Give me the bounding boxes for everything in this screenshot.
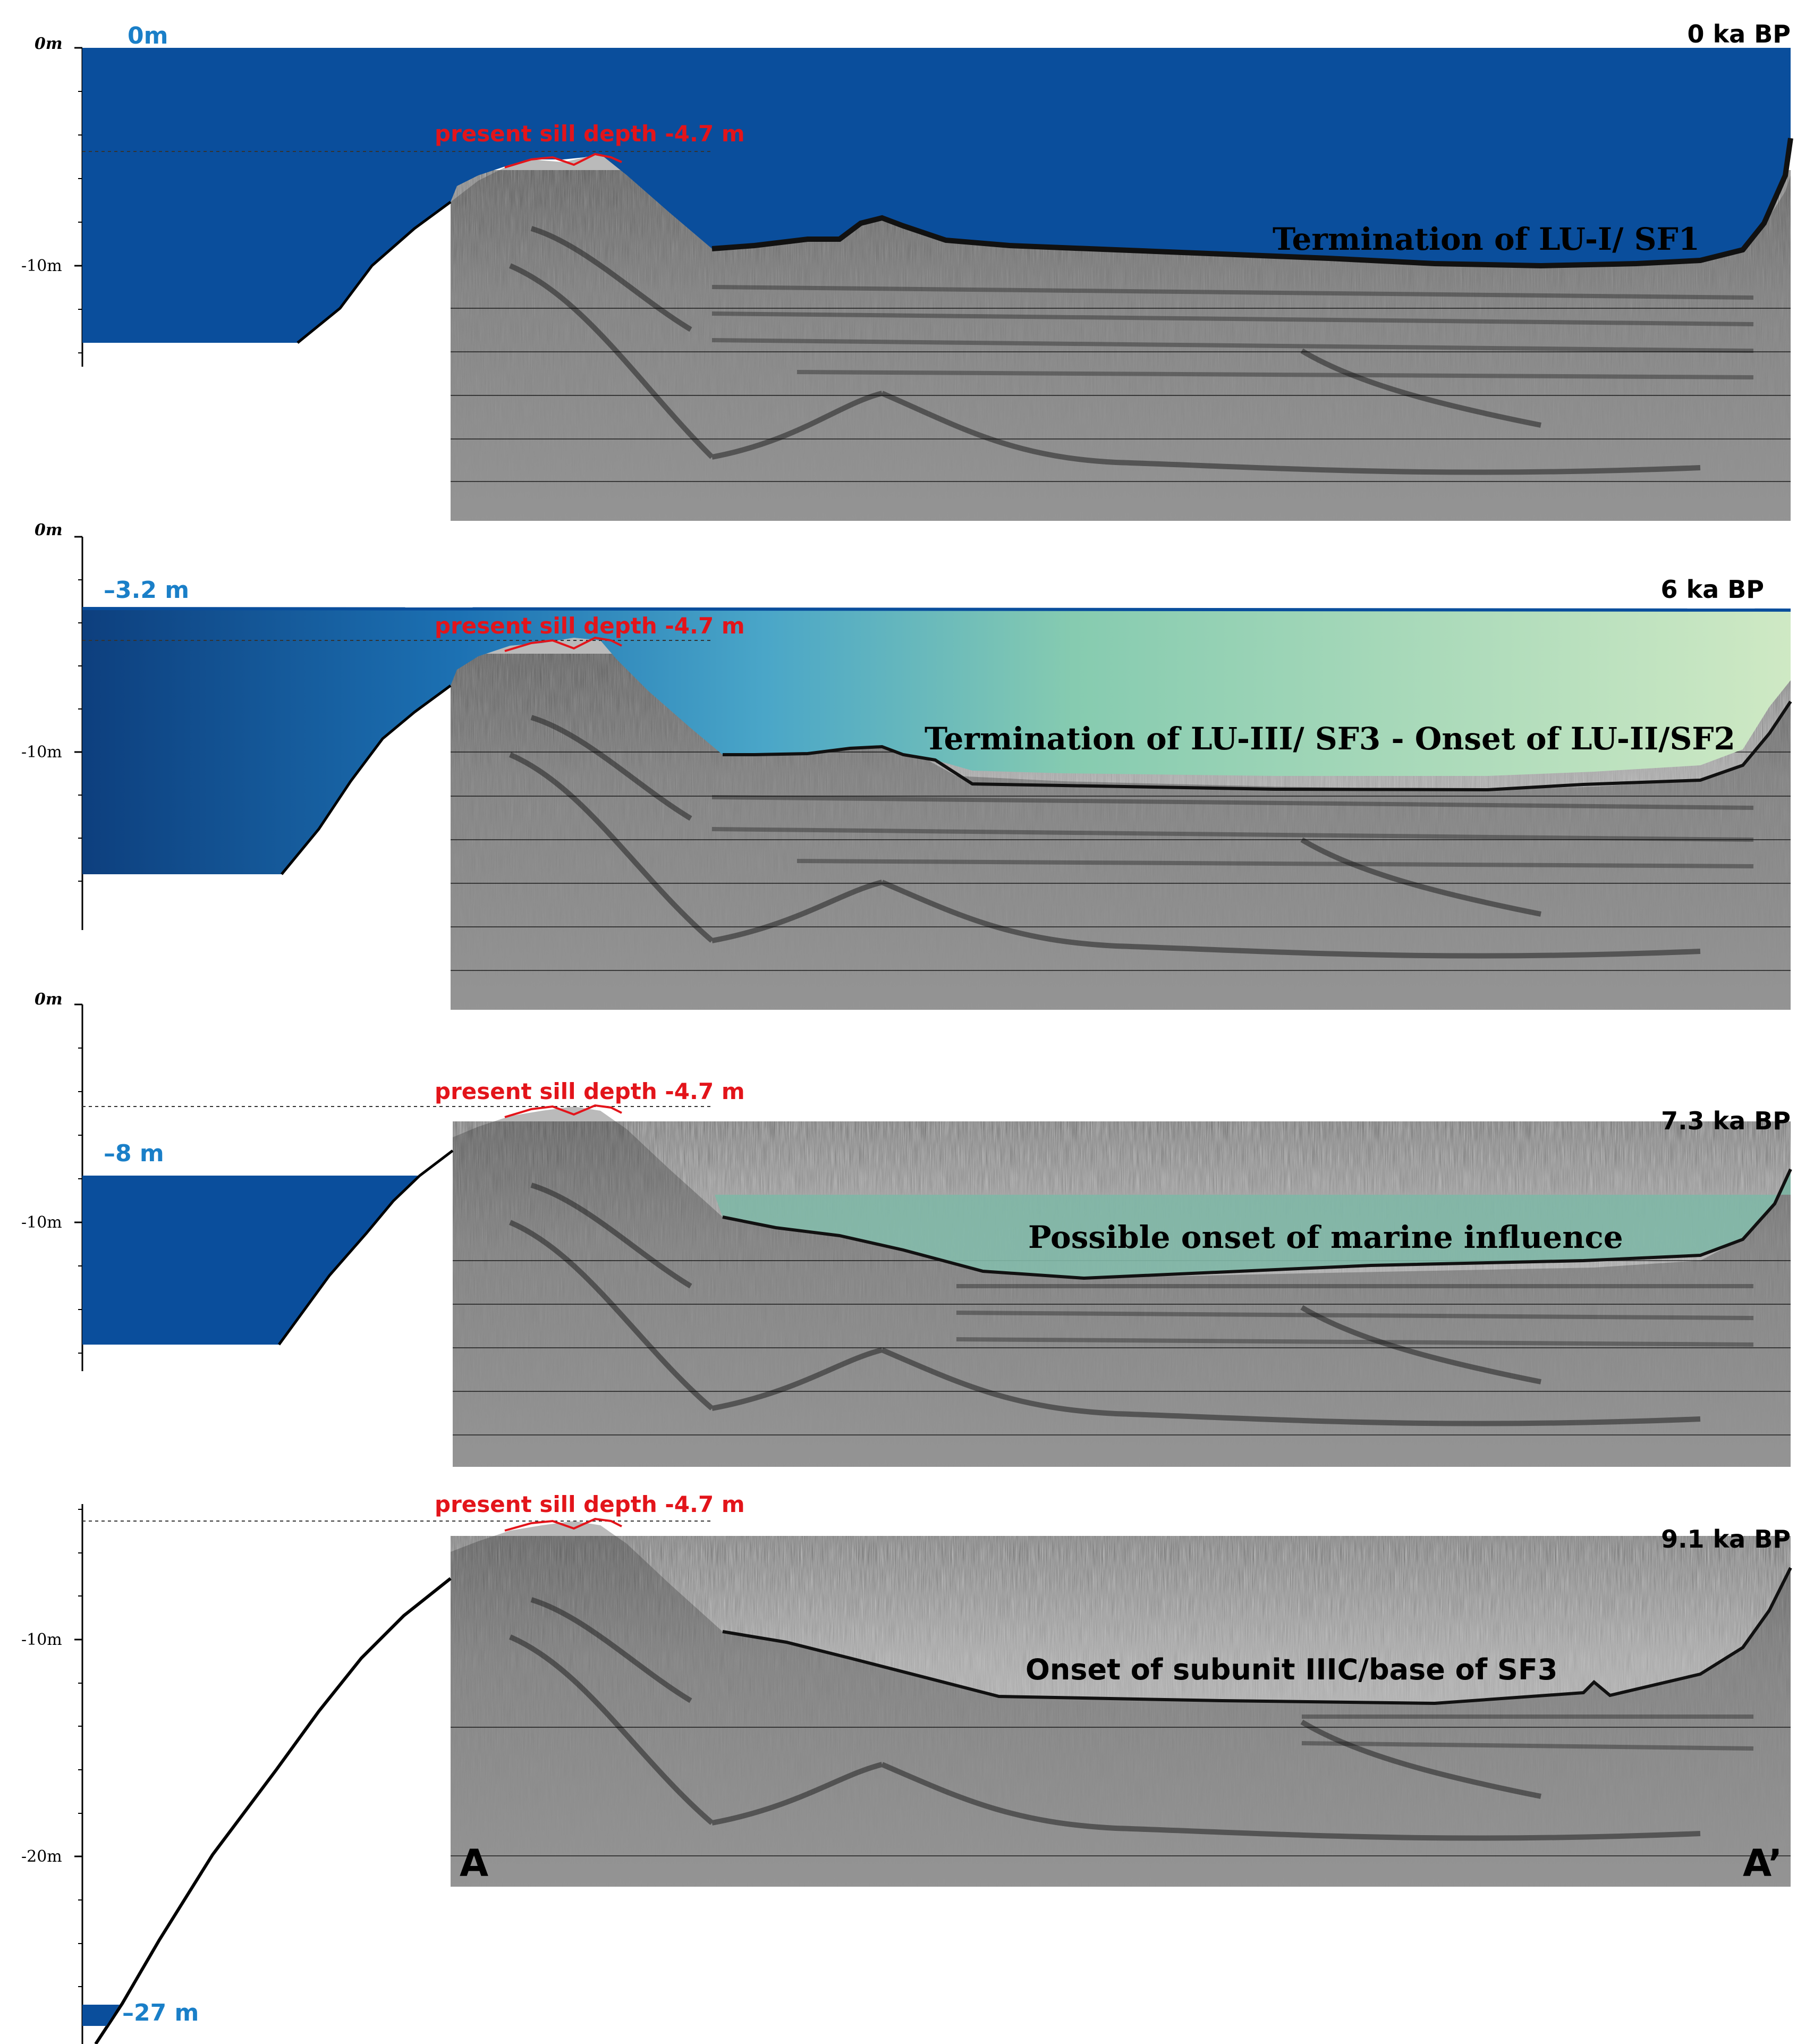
stratigraphic-annotation: Termination of LU-III/ SF3 - Onset of LU…	[925, 721, 1735, 757]
seismic-section	[451, 1521, 1791, 1887]
sill-depth-label: present sill depth -4.7 m	[435, 1078, 745, 1104]
stratigraphic-annotation: Termination of LU-I/ SF1	[1273, 221, 1700, 257]
panel-7-3ka: 0m -10m –8 m 7.3 ka BP present sill dept…	[21, 990, 1792, 1467]
sill-depth-label: present sill depth -4.7 m	[435, 121, 745, 147]
tick-label-10m: -10m	[21, 1631, 62, 1649]
age-label: 7.3 ka BP	[1661, 1107, 1791, 1135]
sill-depth-label: present sill depth -4.7 m	[435, 1491, 745, 1517]
tick-label-20m: -20m	[21, 1847, 62, 1866]
sill-depth-label: present sill depth -4.7 m	[435, 613, 745, 639]
seismic-section	[453, 1107, 1791, 1467]
stratigraphic-annotation: Possible onset of marine influence	[1028, 1219, 1623, 1255]
sea-water-body	[82, 2005, 120, 2026]
sea-water-body	[82, 609, 1791, 874]
axis-zero-label: 0m	[35, 521, 63, 539]
sea-level-label: –8 m	[104, 1140, 164, 1167]
sea-level-label: 0m	[128, 22, 168, 49]
axis-zero-label: 0m	[35, 35, 63, 53]
sill-outline	[504, 636, 622, 652]
panel-9-1ka: -10m -20m –27 m 9.1 ka BP present sill d…	[21, 1491, 1792, 2044]
profile-start-label: A	[460, 1842, 488, 1885]
tick-label-10m: -10m	[21, 1213, 62, 1232]
sill-outline	[504, 1517, 622, 1532]
sea-level-label: –27 m	[122, 1999, 199, 2026]
panel-6ka: 0m -10m –3.2 m 6 ka BP present sill dept…	[21, 521, 1792, 1010]
seafloor-horizon	[723, 700, 1792, 792]
sea-surface-line	[82, 607, 1791, 612]
sill-outline	[504, 153, 622, 168]
axis-zero-label: 0m	[35, 990, 63, 1009]
shelf-profile-line	[277, 1150, 454, 1346]
stratigraphic-annotation: Onset of subunit IIIC/base of SF3	[1025, 1653, 1557, 1686]
tick-label-10m: -10m	[21, 743, 62, 762]
marine-influence-water	[715, 1169, 1791, 1278]
profile-end-label: A’	[1743, 1842, 1782, 1885]
shelf-profile-line	[94, 1577, 452, 2044]
shelf-profile-line	[296, 200, 452, 344]
seafloor-horizon	[711, 138, 1793, 269]
age-label: 6 ka BP	[1661, 575, 1764, 604]
sill-outline	[504, 1104, 622, 1118]
age-label: 0 ka BP	[1688, 20, 1791, 48]
seafloor-horizon	[722, 1168, 1792, 1280]
sea-level-label: –3.2 m	[104, 577, 189, 604]
shelf-profile-line	[281, 684, 452, 875]
tick-label-10m: -10m	[21, 257, 62, 275]
age-label: 9.1 ka BP	[1661, 1525, 1791, 1553]
panel-0ka: 0m -10m 0m 0 ka BP present sill depth -4…	[21, 20, 1793, 521]
sea-water-body	[82, 1176, 420, 1345]
seafloor-horizon	[722, 1567, 1792, 1705]
sea-water-body	[82, 48, 1791, 343]
